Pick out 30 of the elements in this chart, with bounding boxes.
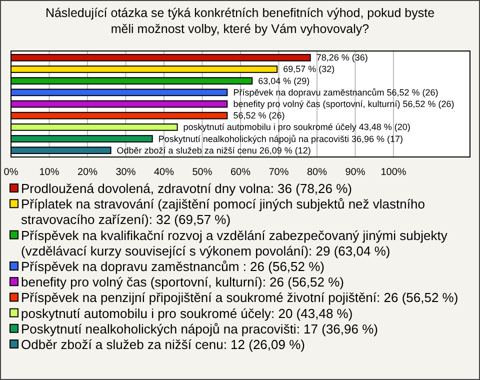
data-label: 63,04 % (29) [258,76,310,86]
data-label: Příspěvek na dopravu zaměstnancům 56,52 % (26) [233,87,438,98]
chart-title: Následující otázka se týká konkrétních benefitních výhod, pokud byste měli možnost volby, které by Vám vyhovovaly? [45,6,435,36]
data-label: poskytnutí automobilu i pro soukromé účely 43,48 % (20) [183,122,410,132]
x-tick-label: 30% [116,167,136,178]
x-tick-label: 40% [154,167,174,178]
x-tick-label: 70% [268,167,289,178]
legend-label: Příspěvek na penzijní připojištění a soukromé životní pojištění: 26 (56,52 %) [21,290,458,306]
legend-label: Příplatek na stravování (zajištění pomocí jiných subjektů než vlastního stravovacího zařízení): 32 (69,57 %) [21,196,425,228]
data-label: 69,57 % (32) [283,64,335,74]
x-tick-label: 0% [4,167,18,178]
x-tick-label: 80% [306,167,328,178]
legend-label: Příspěvek na dopravu zaměstnancům : 26 (56,52 %) [21,259,324,274]
x-tick-label: 60% [230,167,251,178]
data-label: 78,26 % (36) [316,52,368,63]
legend-label: poskytnutí automobilu i pro soukromé účely: 20 (43,48 %) [21,306,353,321]
legend-label: benefity pro volný čas (sportovní, kulturní): 26 (56,52 %) [21,274,344,290]
data-label: benefity pro volný čas (sportovní, kulturní) 56,52 % (26) [233,99,454,109]
data-label: Poskytnutí nealkoholických nápojů na pracovišti 36,96 % (17) [158,134,404,144]
data-label: Odběr zboží a služeb za nižší cenu 26,09 % (12) [116,145,311,156]
x-tick-label: 50% [192,167,212,178]
x-tick-label: 100% [380,167,406,178]
legend-label: Příspěvek na kvalifikační rozvoj a vzdělání zabezpečovaný jinými subjekty (vzdělávací kurzy související s výkonem povolání): 29 (63,04 %) [21,228,448,258]
legend-label: Prodloužená dovolená, zdravotní dny volna: 36 (78,26 %) [21,181,352,196]
legend-label: Odběr zboží a služeb za nižší cenu: 12 (26,09 %) [21,337,305,352]
x-tick-label: 10% [39,167,60,178]
x-tick-label: 20% [77,167,98,178]
legend-label: Poskytnutí nealkoholických nápojů na pracovišti: 17 (36,96 %) [21,321,378,336]
data-label: 56,52 % (26) [233,110,285,121]
x-tick-label: 90% [345,167,366,178]
